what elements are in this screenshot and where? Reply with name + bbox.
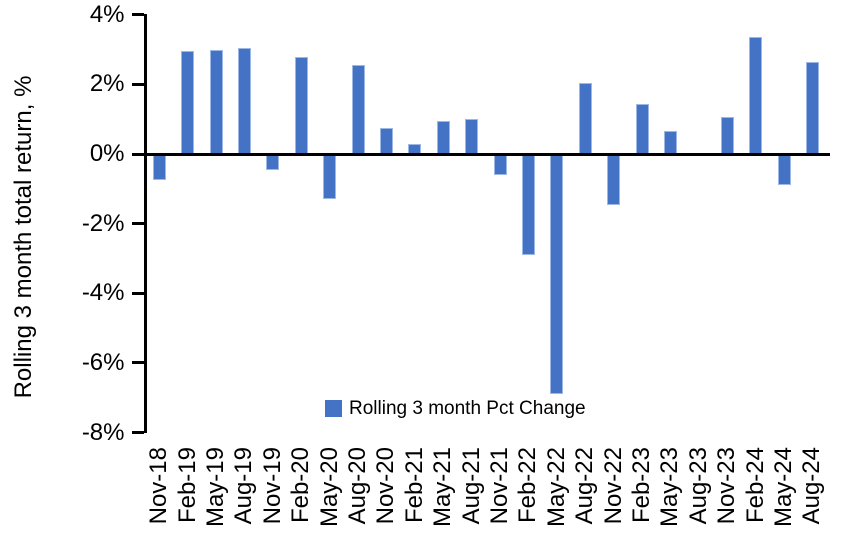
bar bbox=[720, 117, 734, 154]
x-tick-label: May-20 bbox=[315, 447, 343, 528]
x-tick-label: Feb-20 bbox=[287, 447, 315, 524]
x-tick-label: Aug-20 bbox=[344, 447, 371, 525]
x-tick-label: Feb-22 bbox=[514, 447, 542, 524]
y-tick-label: -4% bbox=[81, 279, 125, 307]
y-tick-mark bbox=[131, 361, 144, 365]
y-axis-line bbox=[143, 14, 147, 433]
x-tick-label: Aug-23 bbox=[684, 447, 712, 525]
bar bbox=[663, 131, 677, 154]
y-tick-mark bbox=[131, 291, 144, 295]
x-tick-label: Nov-18 bbox=[145, 447, 173, 525]
bar bbox=[805, 61, 819, 154]
x-tick-label: Feb-24 bbox=[741, 447, 769, 524]
x-tick-label: Feb-23 bbox=[628, 447, 655, 524]
x-tick-label: May-21 bbox=[429, 447, 457, 528]
x-tick-label: May-22 bbox=[542, 447, 570, 528]
bar bbox=[351, 65, 365, 154]
x-tick-label: Nov-20 bbox=[372, 447, 400, 525]
y-tick-label: 4% bbox=[89, 0, 125, 28]
y-tick-mark bbox=[131, 13, 144, 17]
bar bbox=[578, 82, 592, 154]
y-tick-label: 2% bbox=[89, 70, 125, 98]
y-tick-mark bbox=[131, 222, 144, 226]
x-tick-label: May-24 bbox=[770, 447, 797, 528]
x-tick-label: Feb-19 bbox=[173, 447, 201, 524]
x-tick-label: Aug-21 bbox=[457, 447, 485, 525]
y-axis-title: Rolling 3 month total return, % bbox=[10, 75, 37, 399]
x-tick-label: Feb-21 bbox=[400, 447, 428, 524]
bar bbox=[266, 154, 280, 170]
y-tick-mark bbox=[131, 82, 144, 86]
bar bbox=[209, 49, 223, 154]
y-tick-label: 0% bbox=[89, 140, 125, 167]
bar bbox=[550, 154, 564, 395]
x-tick-label: May-19 bbox=[202, 447, 229, 528]
x-tick-label: May-23 bbox=[656, 447, 684, 528]
x-tick-label: Nov-19 bbox=[258, 447, 286, 525]
legend-label: Rolling 3 month Pct Change bbox=[349, 398, 586, 419]
bar bbox=[379, 127, 393, 154]
bar bbox=[294, 56, 308, 154]
legend: Rolling 3 month Pct Change bbox=[325, 399, 586, 418]
bar bbox=[152, 154, 166, 181]
x-tick-label: Aug-24 bbox=[798, 447, 826, 525]
bar bbox=[777, 154, 791, 186]
y-tick-label: -2% bbox=[81, 209, 125, 237]
bar bbox=[749, 37, 763, 154]
bar bbox=[607, 154, 621, 205]
bar bbox=[181, 51, 195, 154]
bar bbox=[493, 154, 507, 175]
y-tick-mark bbox=[131, 152, 144, 156]
x-tick-label: Nov-21 bbox=[486, 447, 513, 525]
bar bbox=[323, 154, 337, 200]
y-tick-label: -8% bbox=[81, 418, 125, 446]
y-tick-label: -6% bbox=[81, 348, 125, 376]
legend-swatch bbox=[325, 400, 342, 417]
bar bbox=[465, 119, 479, 154]
x-tick-label: Nov-22 bbox=[599, 447, 627, 525]
bar bbox=[635, 103, 649, 154]
zero-baseline bbox=[143, 152, 830, 156]
x-tick-label: Aug-19 bbox=[230, 447, 258, 525]
x-tick-label: Aug-22 bbox=[571, 447, 599, 525]
bar bbox=[237, 47, 251, 154]
y-tick-mark bbox=[131, 431, 144, 435]
bar bbox=[436, 120, 450, 154]
x-tick-label: Nov-23 bbox=[713, 447, 741, 525]
bar bbox=[521, 154, 535, 255]
